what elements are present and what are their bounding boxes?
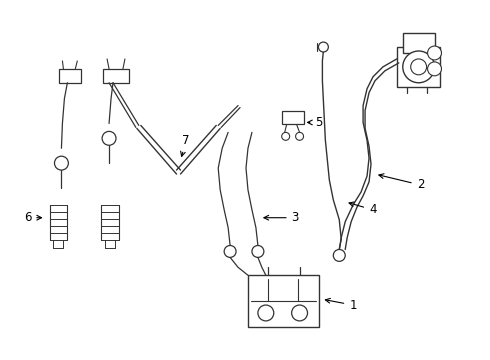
Circle shape (403, 51, 435, 83)
Circle shape (282, 132, 290, 140)
Text: 3: 3 (264, 211, 299, 224)
Bar (103, 69, 129, 83)
Circle shape (318, 42, 328, 52)
Bar (59, 69, 81, 83)
Circle shape (411, 59, 427, 75)
Circle shape (428, 46, 441, 60)
Circle shape (102, 131, 116, 145)
Circle shape (54, 156, 69, 170)
Text: 7: 7 (181, 134, 190, 156)
Circle shape (224, 246, 236, 257)
Text: 1: 1 (325, 298, 357, 311)
Bar (248, 275, 319, 327)
Bar (282, 111, 303, 125)
Circle shape (428, 62, 441, 76)
Circle shape (292, 305, 308, 321)
Text: 2: 2 (379, 174, 424, 192)
Circle shape (295, 132, 303, 140)
Circle shape (258, 305, 274, 321)
Text: 6: 6 (24, 211, 42, 224)
Text: 5: 5 (308, 116, 323, 129)
Bar (403, 33, 435, 53)
Circle shape (333, 249, 345, 261)
Bar (397, 47, 441, 87)
Text: 4: 4 (349, 202, 376, 216)
Circle shape (252, 246, 264, 257)
